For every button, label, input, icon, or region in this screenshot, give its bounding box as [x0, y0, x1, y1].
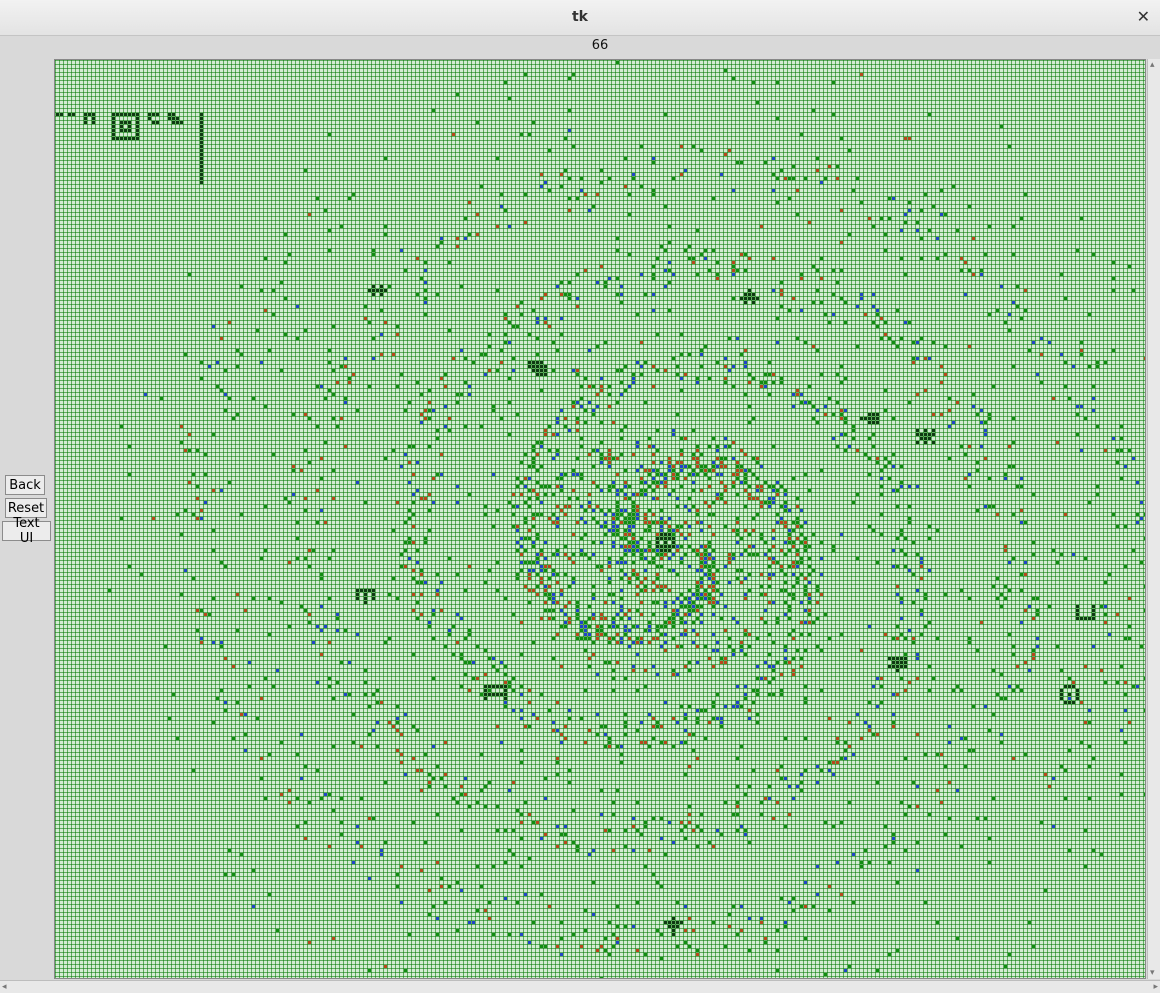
scroll-down-icon[interactable]: ▾ [1150, 968, 1155, 978]
life-grid-canvas[interactable] [54, 59, 1146, 979]
scroll-right-icon[interactable]: ▸ [1153, 982, 1158, 992]
horizontal-scrollbar[interactable]: ◂ ▸ [0, 980, 1160, 993]
scroll-left-icon[interactable]: ◂ [2, 982, 7, 992]
text-ui-button[interactable]: Text UI [2, 516, 51, 546]
back-button[interactable]: Back [5, 475, 45, 495]
close-icon[interactable]: ✕ [1136, 7, 1150, 26]
cell-layer [56, 61, 1145, 978]
reset-button[interactable]: Reset [5, 498, 47, 518]
window-title: tk [571, 9, 588, 25]
window-titlebar: tk ✕ [0, 0, 1160, 36]
vertical-scrollbar[interactable]: ▴ ▾ [1147, 59, 1160, 979]
scroll-up-icon[interactable]: ▴ [1150, 60, 1155, 70]
generation-counter: 66 [591, 38, 609, 53]
